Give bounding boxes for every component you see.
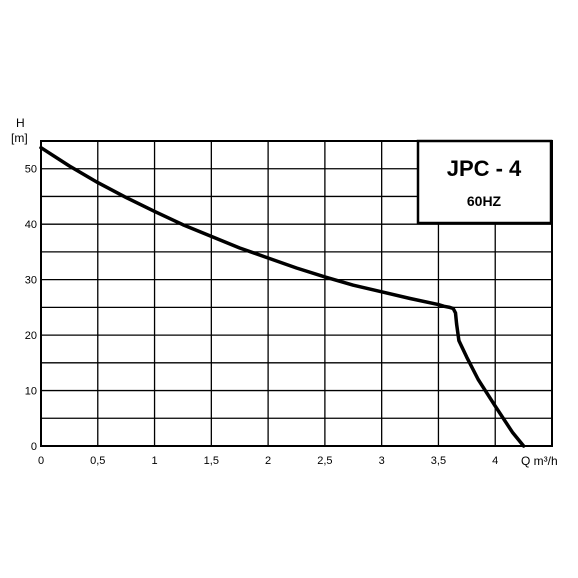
y-axis-title: H [16, 116, 25, 130]
chart-axes [40, 140, 553, 447]
series-line [39, 145, 526, 448]
x-tick-label: 0 [38, 455, 44, 467]
x-tick-label: 3,5 [431, 455, 446, 467]
y-axis-unit: [m] [11, 131, 28, 145]
legend-subtitle: 60HZ [467, 193, 502, 209]
y-tick-label: 20 [25, 330, 37, 342]
x-tick-label: 2 [265, 455, 271, 467]
y-tick-label: 10 [25, 386, 37, 398]
x-tick-label: 1 [151, 455, 157, 467]
y-tick-label: 0 [31, 441, 37, 453]
y-tick-label: 30 [25, 275, 37, 287]
x-tick-label: 3 [379, 455, 385, 467]
plot-frame [40, 140, 553, 447]
y-tick-label: 50 [25, 164, 37, 176]
x-tick-label: 4 [492, 455, 498, 467]
legend-box: JPC - 4 60HZ [416, 139, 553, 225]
x-axis-title: Q m³/h [521, 454, 558, 468]
y-tick-labels: 0 10 20 30 40 50 [25, 164, 37, 453]
x-tick-label: 1,5 [204, 455, 219, 467]
x-tick-labels: 0 0,5 1 1,5 2 2,5 3 3,5 4 [38, 455, 498, 467]
legend-title: JPC - 4 [447, 156, 522, 181]
x-tick-label: 2,5 [317, 455, 332, 467]
y-tick-label: 40 [25, 219, 37, 231]
x-tick-label: 0,5 [90, 455, 105, 467]
legend-frame [416, 139, 553, 225]
